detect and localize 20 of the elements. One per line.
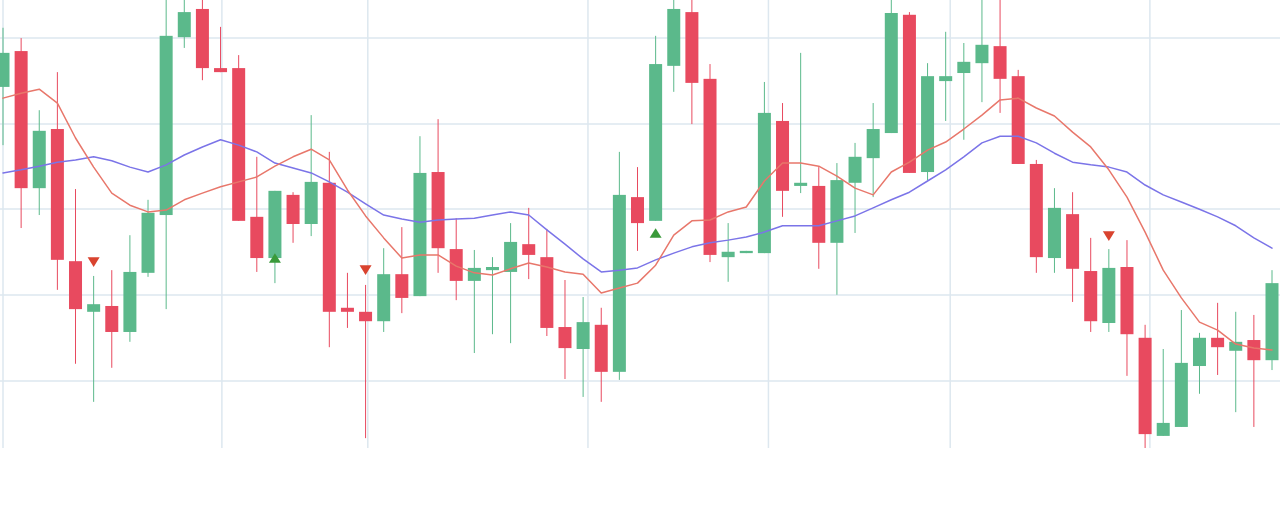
- candlestick: [340, 272, 354, 329]
- candlestick: [522, 207, 536, 280]
- candlestick: [214, 26, 228, 73]
- point: [87, 257, 100, 267]
- candlestick: [558, 279, 572, 380]
- candlestick: [1247, 314, 1261, 428]
- candlestick: [485, 256, 499, 335]
- candlestick: [721, 222, 735, 283]
- candlestick: [957, 42, 971, 141]
- candlestick: [939, 31, 953, 122]
- candlestick: [87, 275, 101, 403]
- point: [649, 228, 662, 238]
- candlestick: [975, 0, 989, 103]
- candlestick: [1211, 302, 1225, 376]
- point: [1102, 231, 1115, 241]
- candlestick: [1156, 348, 1170, 437]
- point: [359, 265, 372, 275]
- candlestick: [794, 52, 808, 194]
- point: [268, 253, 281, 263]
- candlestick: [395, 226, 409, 314]
